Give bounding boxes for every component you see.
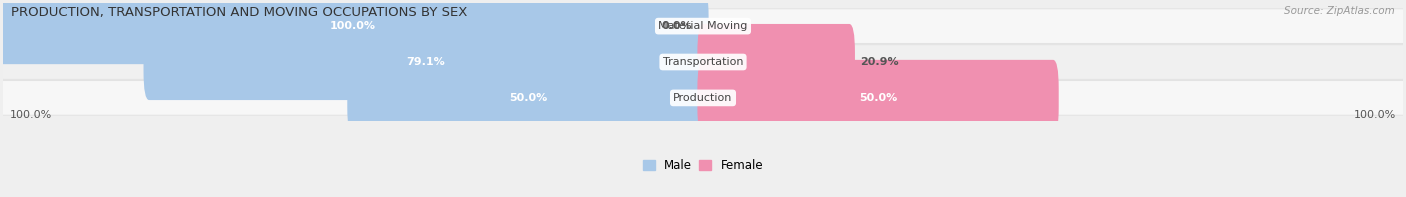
Text: 79.1%: 79.1%	[406, 57, 446, 67]
Legend: Male, Female: Male, Female	[638, 154, 768, 177]
Text: 50.0%: 50.0%	[859, 93, 897, 103]
Text: Source: ZipAtlas.com: Source: ZipAtlas.com	[1284, 6, 1395, 16]
FancyBboxPatch shape	[143, 24, 709, 100]
FancyBboxPatch shape	[697, 24, 855, 100]
Text: Transportation: Transportation	[662, 57, 744, 67]
FancyBboxPatch shape	[3, 45, 1403, 79]
FancyBboxPatch shape	[697, 60, 1059, 136]
FancyBboxPatch shape	[3, 81, 1403, 115]
Text: PRODUCTION, TRANSPORTATION AND MOVING OCCUPATIONS BY SEX: PRODUCTION, TRANSPORTATION AND MOVING OC…	[11, 6, 468, 19]
Text: 100.0%: 100.0%	[10, 110, 52, 120]
Text: 100.0%: 100.0%	[330, 21, 375, 31]
Text: Material Moving: Material Moving	[658, 21, 748, 31]
FancyBboxPatch shape	[0, 0, 709, 64]
FancyBboxPatch shape	[347, 60, 709, 136]
Text: 0.0%: 0.0%	[662, 21, 693, 31]
Text: 50.0%: 50.0%	[509, 93, 547, 103]
FancyBboxPatch shape	[3, 9, 1403, 43]
Text: Production: Production	[673, 93, 733, 103]
Text: 100.0%: 100.0%	[1354, 110, 1396, 120]
Text: 20.9%: 20.9%	[860, 57, 898, 67]
